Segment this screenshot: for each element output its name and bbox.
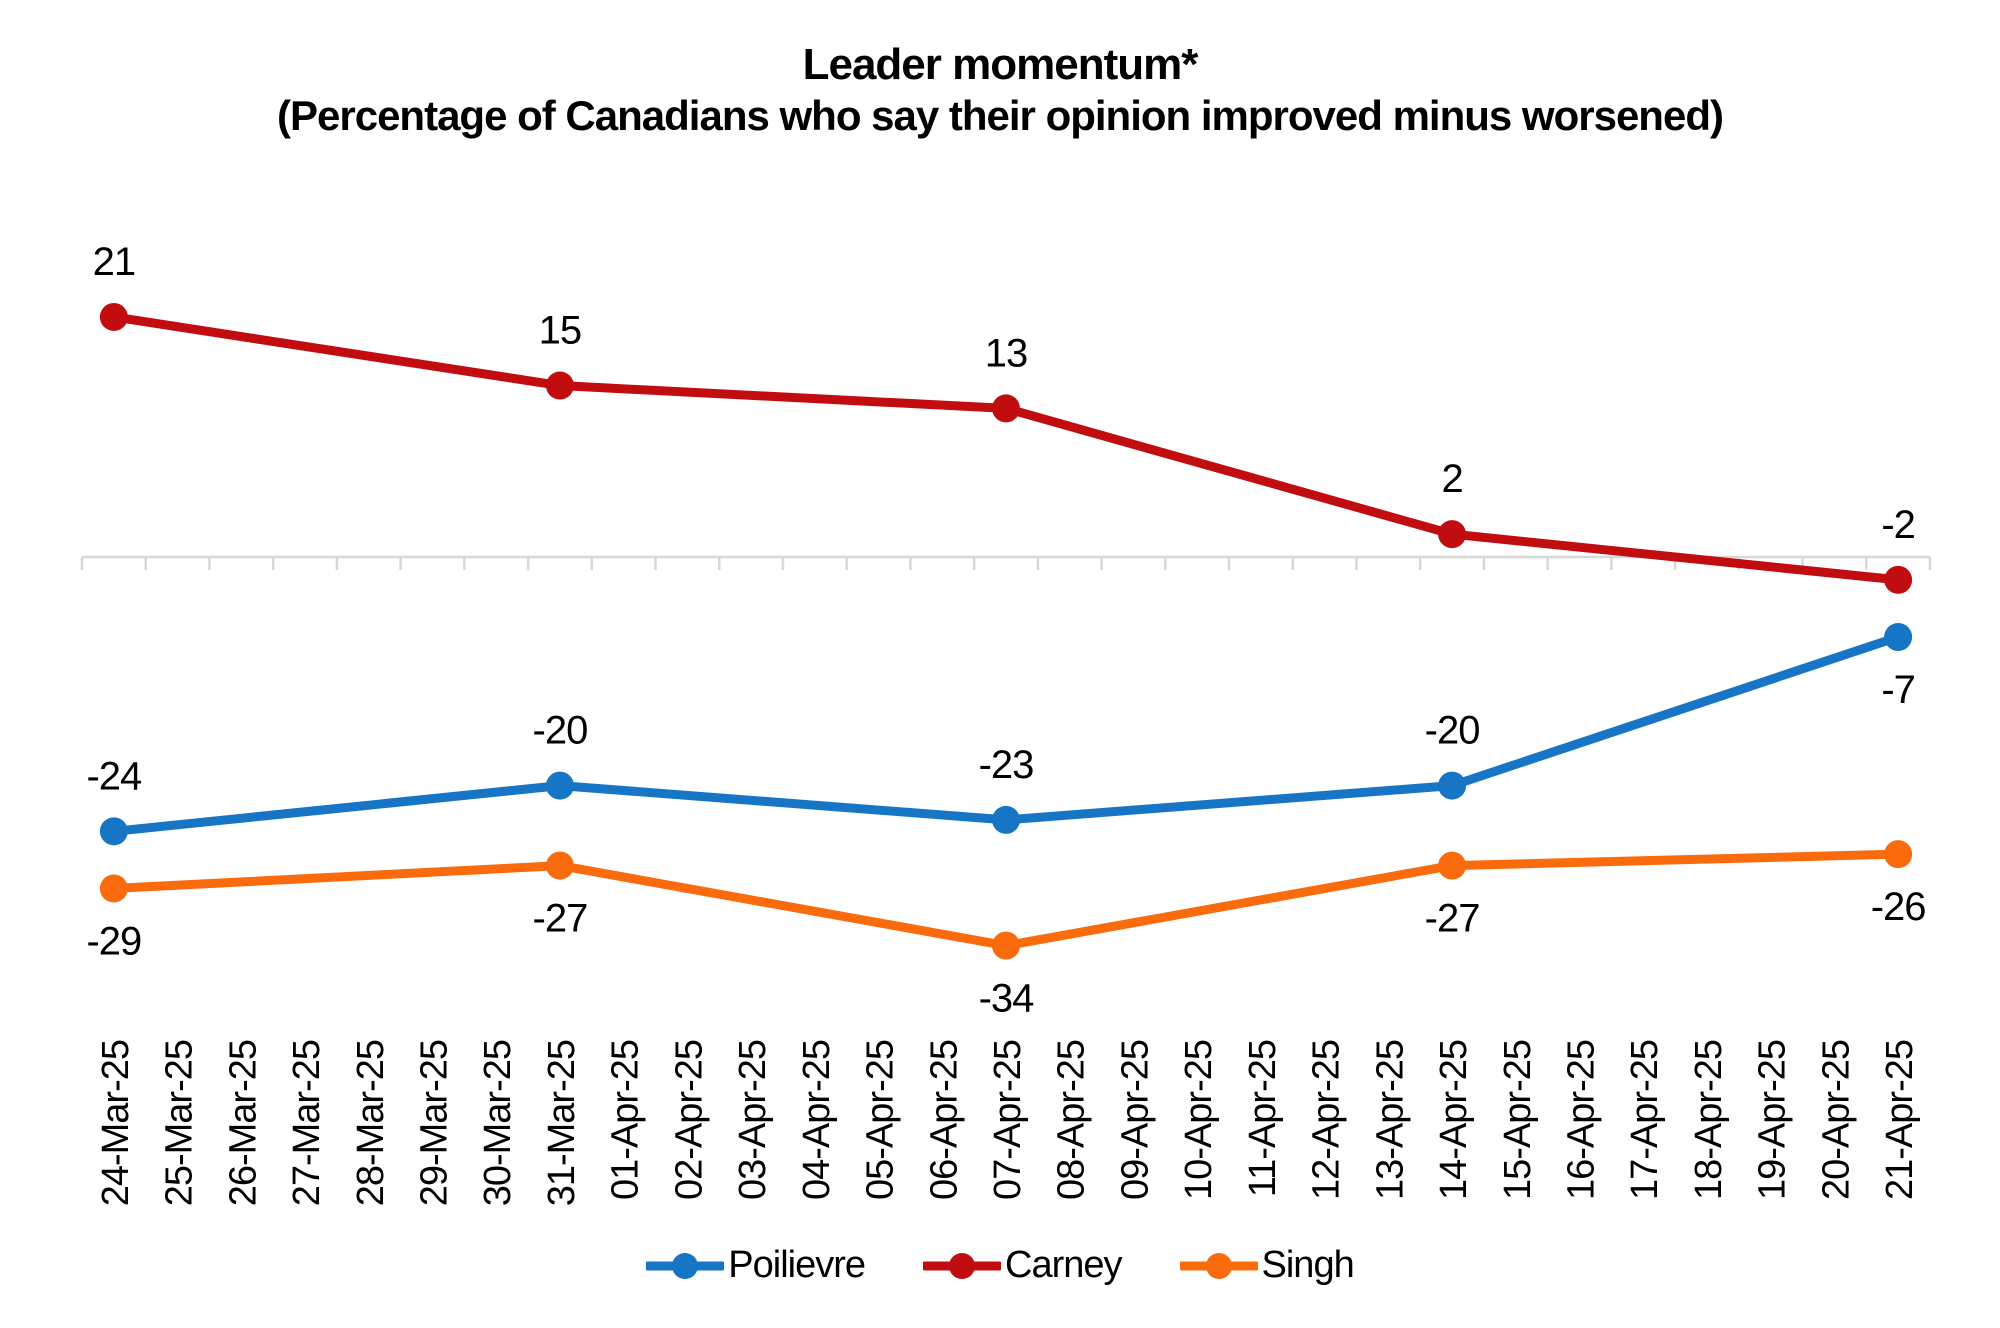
data-label-singh: -26 (1871, 885, 1926, 929)
x-axis-label: 07-Apr-25 (987, 1040, 1029, 1200)
legend-marker-icon (1179, 1252, 1258, 1279)
data-label-carney: 13 (985, 331, 1028, 375)
x-axis-label: 29-Mar-25 (413, 1040, 455, 1206)
data-point-poilievre (1884, 623, 1913, 652)
x-axis-label: 10-Apr-25 (1178, 1040, 1220, 1200)
x-axis-label: 16-Apr-25 (1561, 1040, 1603, 1200)
data-label-singh: -27 (1425, 897, 1480, 941)
x-axis-label: 03-Apr-25 (732, 1040, 774, 1200)
legend-label: Poilievre (728, 1244, 866, 1286)
data-label-singh: -29 (86, 919, 141, 963)
x-axis-label: 25-Mar-25 (159, 1040, 201, 1206)
data-point-poilievre (99, 817, 128, 846)
data-label-poilievre: -20 (1425, 709, 1480, 753)
x-axis-label: 02-Apr-25 (668, 1040, 710, 1200)
data-point-carney (1884, 565, 1913, 594)
data-point-singh (545, 851, 574, 880)
data-label-carney: -2 (1881, 503, 1915, 547)
x-axis-label: 24-Mar-25 (95, 1040, 137, 1206)
x-axis-label: 09-Apr-25 (1114, 1040, 1156, 1200)
data-point-carney (992, 394, 1020, 423)
x-axis-label: 19-Apr-25 (1752, 1040, 1794, 1200)
x-axis-label: 04-Apr-25 (796, 1040, 838, 1200)
x-axis-label: 15-Apr-25 (1497, 1040, 1539, 1200)
x-axis-label: 01-Apr-25 (605, 1040, 647, 1200)
x-axis-label: 30-Mar-25 (477, 1040, 519, 1206)
data-label-carney: 15 (539, 309, 582, 353)
data-label-singh: -34 (979, 977, 1035, 1021)
data-point-singh (992, 931, 1020, 960)
data-label-poilievre: -20 (533, 709, 588, 753)
data-point-singh (99, 874, 128, 903)
x-axis-label: 28-Mar-25 (350, 1040, 392, 1206)
x-axis-label: 12-Apr-25 (1306, 1040, 1348, 1200)
data-point-poilievre (1438, 771, 1467, 800)
x-axis-label: 08-Apr-25 (1051, 1040, 1093, 1200)
legend-label: Singh (1261, 1244, 1355, 1286)
x-axis-label: 20-Apr-25 (1815, 1040, 1857, 1200)
data-point-singh (1438, 851, 1467, 880)
x-axis-label: 13-Apr-25 (1369, 1040, 1411, 1200)
x-axis-label: 27-Mar-25 (286, 1040, 328, 1206)
data-point-poilievre (545, 771, 574, 800)
legend-item-carney: Carney (923, 1244, 1123, 1287)
legend-label: Carney (1005, 1244, 1122, 1286)
legend-item-poilievre: Poilievre (646, 1244, 866, 1287)
x-axis-label: 18-Apr-25 (1688, 1040, 1730, 1200)
chart-legend: Poilievre Carney Singh (0, 1244, 2000, 1287)
data-label-singh: -27 (533, 897, 588, 941)
data-label-poilievre: -23 (979, 743, 1034, 787)
x-axis-label: 31-Mar-25 (541, 1040, 583, 1206)
chart-subtitle: (Percentage of Canadians who say their o… (277, 92, 1724, 139)
x-axis-label: 21-Apr-25 (1879, 1040, 1921, 1200)
data-label-carney: 2 (1441, 457, 1462, 501)
data-point-carney (1438, 520, 1467, 549)
legend-item-singh: Singh (1179, 1244, 1355, 1287)
data-point-poilievre (992, 805, 1020, 834)
legend-marker-icon (923, 1252, 1002, 1279)
data-label-poilievre: -24 (86, 754, 142, 798)
chart-title: Leader momentum* (802, 40, 1199, 89)
data-label-poilievre: -7 (1881, 668, 1915, 712)
x-axis-label: 06-Apr-25 (923, 1040, 965, 1200)
series-line-poilievre (109, 632, 1903, 836)
x-axis-label: 26-Mar-25 (222, 1040, 264, 1206)
data-point-singh (1884, 840, 1913, 869)
x-axis-label: 14-Apr-25 (1433, 1040, 1475, 1200)
data-point-carney (99, 302, 128, 331)
x-axis-label: 05-Apr-25 (860, 1040, 902, 1200)
data-point-carney (545, 371, 574, 400)
data-label-carney: 21 (93, 240, 136, 284)
x-axis-label: 11-Apr-25 (1242, 1040, 1284, 1197)
x-axis-label: 17-Apr-25 (1624, 1040, 1666, 1200)
legend-marker-icon (646, 1252, 725, 1279)
